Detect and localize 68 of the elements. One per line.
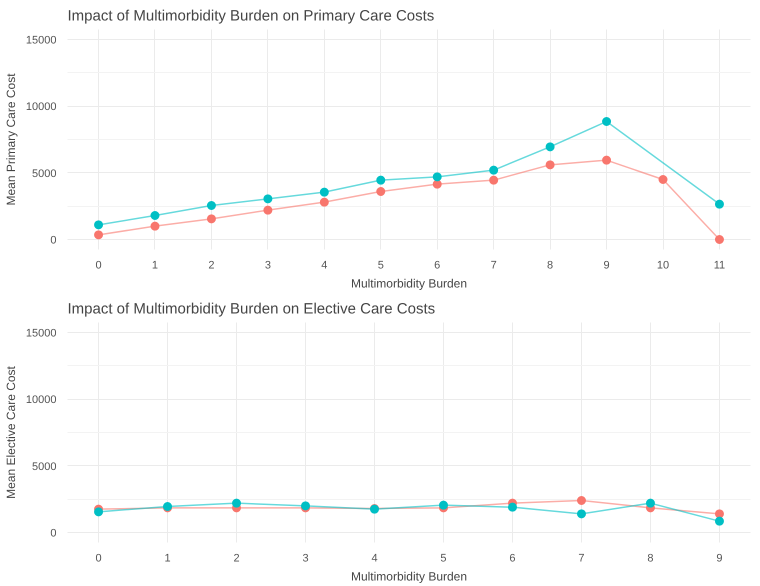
x-tick-label: 3 (264, 260, 271, 272)
x-tick-label: 2 (233, 552, 240, 564)
point (646, 498, 655, 508)
y-tick-label: 0 (50, 528, 57, 540)
point (432, 172, 442, 182)
point (320, 198, 329, 207)
y-tick-label: 5000 (32, 168, 57, 180)
x-tick-label: 1 (164, 552, 171, 564)
point (508, 502, 517, 512)
x-tick-label: 9 (604, 260, 610, 272)
point (263, 206, 272, 215)
x-tick-label: 6 (509, 552, 516, 564)
point (602, 156, 612, 165)
point (602, 117, 612, 126)
point (94, 220, 104, 230)
x-tick-label: 0 (95, 552, 102, 564)
point (489, 166, 498, 175)
point (263, 194, 272, 204)
point (94, 230, 104, 240)
point (320, 188, 329, 197)
x-tick-label: 7 (490, 260, 497, 272)
y-tick-label: 15000 (26, 34, 57, 46)
point (438, 500, 448, 510)
point (576, 509, 586, 518)
y-tick-label: 10000 (26, 394, 57, 406)
y-axis-title: Mean Primary Care Cost (4, 72, 18, 206)
x-tick-label: 6 (434, 260, 440, 272)
point (714, 200, 724, 209)
x-tick-label: 1 (152, 260, 158, 272)
y-axis-title: Mean Elective Care Cost (4, 365, 18, 499)
point (94, 507, 104, 516)
x-tick-label: 5 (378, 260, 384, 272)
x-tick-label: 3 (302, 552, 309, 564)
x-tick-label: 0 (95, 260, 102, 272)
point (150, 211, 160, 220)
point (658, 175, 668, 184)
point (376, 187, 386, 196)
x-tick-label: 9 (716, 552, 723, 564)
point (714, 516, 724, 526)
x-tick-label: 4 (321, 260, 328, 272)
point (232, 498, 242, 508)
x-tick-label: 4 (371, 552, 378, 564)
x-tick-label: 7 (578, 552, 585, 564)
y-tick-label: 0 (50, 234, 57, 246)
y-tick-label: 5000 (32, 460, 57, 473)
point (206, 201, 216, 210)
chart-title: Impact of Multimorbidity Burden on Elective Care Costs (68, 300, 436, 318)
y-tick-label: 10000 (26, 101, 57, 114)
point (489, 176, 498, 185)
point (546, 142, 555, 152)
point (150, 222, 160, 231)
x-tick-label: 5 (440, 552, 447, 564)
x-tick-label: 10 (656, 260, 670, 272)
x-tick-label: 11 (714, 260, 726, 272)
point (432, 180, 442, 189)
x-axis-title: Multimorbidity Burden (350, 276, 468, 290)
x-tick-label: 8 (647, 552, 654, 564)
point (206, 214, 216, 224)
point (714, 235, 724, 244)
y-tick-label: 15000 (26, 328, 57, 340)
x-tick-label: 8 (547, 260, 554, 272)
point (376, 176, 386, 185)
point (576, 496, 586, 505)
point (546, 160, 555, 170)
x-axis-title: Multimorbidity Burden (350, 570, 468, 584)
x-tick-label: 2 (208, 260, 215, 272)
point (714, 509, 724, 518)
chart-title: Impact of Multimorbidity Burden on Primary Care Costs (68, 8, 434, 24)
